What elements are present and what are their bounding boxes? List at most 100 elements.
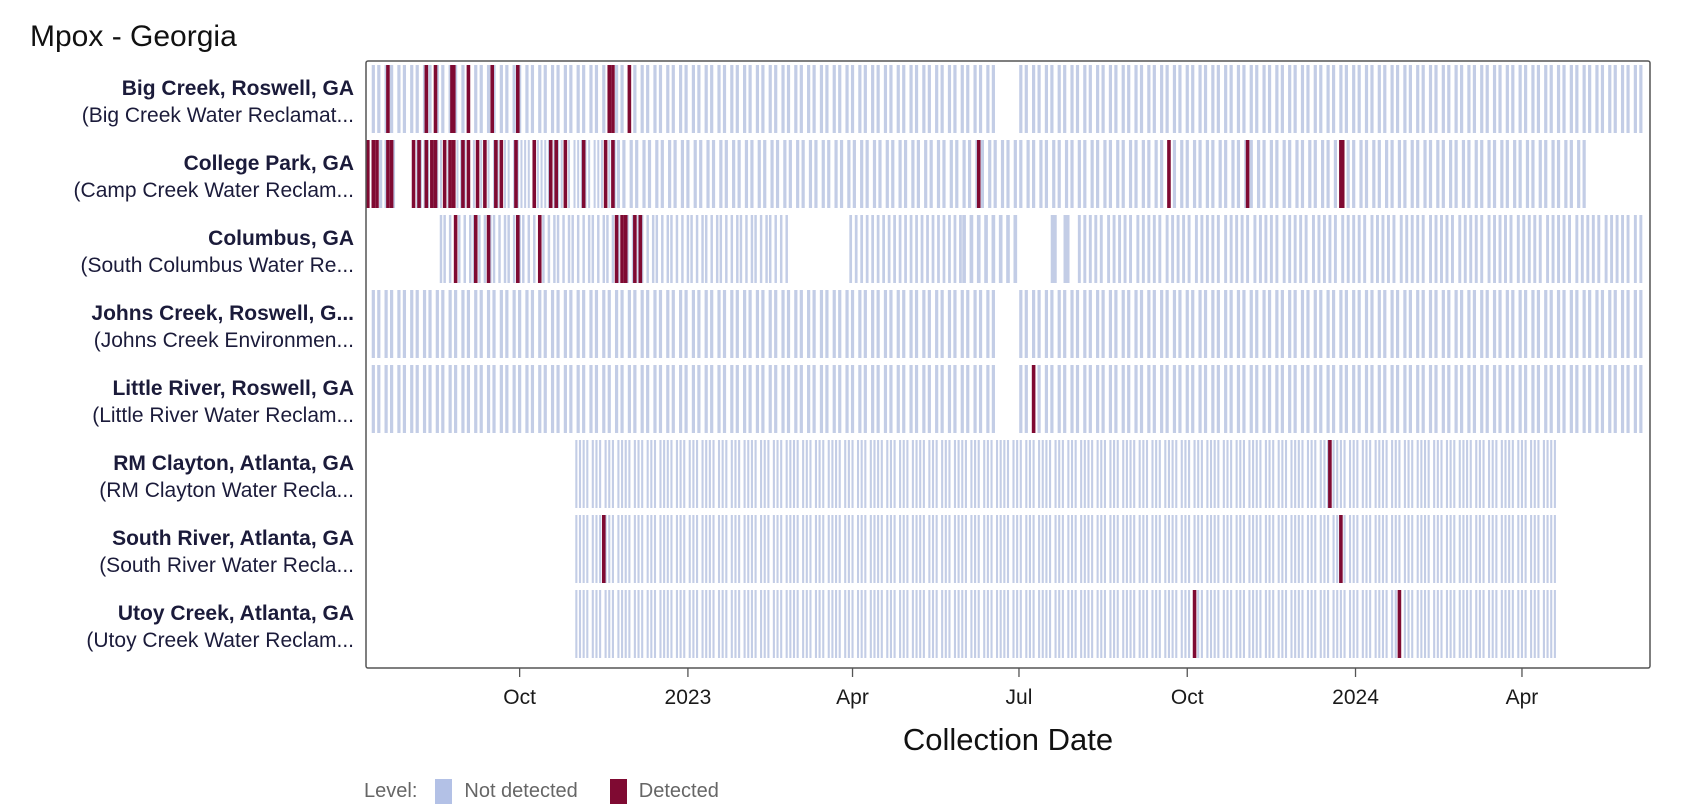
sample-bar-not-detected [1118, 215, 1122, 283]
sample-bar-not-detected [563, 290, 567, 358]
sample-bar-not-detected [556, 290, 560, 358]
sample-bar-not-detected [1466, 440, 1469, 508]
sample-bar-not-detected [575, 515, 578, 583]
sample-bar-not-detected [838, 365, 842, 433]
site-name-label: Johns Creek, Roswell, G... [91, 302, 354, 325]
sample-bar-not-detected [1429, 215, 1432, 283]
site-row [575, 440, 1556, 508]
sample-bar-not-detected [1019, 290, 1023, 358]
sample-bar-not-detected [730, 440, 733, 508]
sample-bar-not-detected [1608, 365, 1612, 433]
sample-bar-not-detected [886, 440, 889, 508]
sample-bar-not-detected [697, 290, 701, 358]
sample-bar-not-detected [1549, 65, 1553, 133]
sample-bar-not-detected [768, 290, 772, 358]
sample-bar-not-detected [761, 290, 765, 358]
sample-bar-not-detected [1408, 65, 1412, 133]
sample-bar-not-detected [626, 215, 629, 283]
sample-bar-not-detected [1364, 65, 1369, 133]
sample-bar-not-detected [1428, 140, 1433, 208]
sample-bar-not-detected [1467, 140, 1471, 208]
legend-label-detected: Detected [638, 779, 719, 802]
sample-bar-not-detected [633, 440, 636, 508]
sample-bar-not-detected [1096, 365, 1100, 433]
sample-bar-detected [532, 140, 537, 208]
sample-bar-not-detected [588, 140, 591, 208]
sample-bar-not-detected [646, 590, 649, 658]
sample-bar-not-detected [1447, 365, 1451, 433]
sample-bar-not-detected [1160, 65, 1164, 133]
sample-bar-not-detected [533, 215, 536, 283]
sample-bar-not-detected [646, 290, 650, 358]
sample-bar-not-detected [1194, 215, 1198, 283]
sample-bar-not-detected [1533, 515, 1536, 583]
sample-bar-not-detected [960, 365, 964, 433]
sample-bar-detected [623, 215, 628, 283]
sample-bar-not-detected [737, 140, 741, 208]
sample-bar-not-detected [776, 440, 779, 508]
sample-bar-not-detected [755, 65, 760, 133]
sample-bar-not-detected [563, 65, 567, 133]
x-tick-label: Apr [836, 686, 869, 709]
sample-bar-not-detected [757, 140, 761, 208]
site-row [575, 590, 1556, 658]
sample-bar-not-detected [384, 65, 388, 133]
sample-bar-not-detected [699, 140, 703, 208]
sample-bar-not-detected [1556, 290, 1561, 358]
sample-bar-not-detected [1639, 290, 1643, 358]
site-facility-label: (Big Creek Water Reclamat... [82, 104, 354, 127]
sample-bar-not-detected [831, 440, 834, 508]
sample-bar-not-detected [896, 365, 900, 433]
sample-bar-not-detected [668, 140, 672, 208]
sample-bar-not-detected [1239, 515, 1242, 583]
sample-bar-not-detected [536, 140, 539, 208]
sample-bar-not-detected [1524, 440, 1527, 508]
sample-bar-not-detected [1492, 365, 1497, 433]
sample-bar-not-detected [889, 440, 892, 508]
sample-bar-not-detected [920, 215, 924, 283]
sample-bar-not-detected [593, 140, 596, 208]
sample-bar-not-detected [1575, 215, 1579, 283]
sample-bar-not-detected [659, 440, 662, 508]
sample-bar-detected [451, 65, 456, 133]
sample-bar-not-detected [1235, 515, 1238, 583]
sample-bar-not-detected [624, 590, 627, 658]
sample-bar-not-detected [856, 440, 860, 508]
sample-bar-not-detected [1323, 590, 1326, 658]
sample-bar-detected [490, 65, 495, 133]
sample-bar-not-detected [1546, 215, 1550, 283]
sample-bar-not-detected [1524, 590, 1527, 658]
sample-bar-not-detected [1633, 65, 1637, 133]
sample-bar-not-detected [447, 140, 450, 208]
sample-bar-not-detected [1127, 65, 1131, 133]
sample-bar-not-detected [1211, 140, 1215, 208]
sample-bar-not-detected [402, 365, 407, 433]
sample-bar-not-detected [1253, 215, 1257, 283]
sample-bar-not-detected [550, 365, 555, 433]
sample-bar-not-detected [556, 215, 560, 283]
sample-bar-not-detected [1229, 65, 1233, 133]
sample-bar-not-detected [832, 290, 836, 358]
sample-bar-not-detected [436, 140, 439, 208]
sample-bar-not-detected [940, 290, 944, 358]
sample-bar-not-detected [1003, 440, 1006, 508]
sample-bar-not-detected [1527, 215, 1531, 283]
sample-bar-not-detected [1100, 515, 1103, 583]
sample-bar-not-detected [880, 590, 883, 658]
sample-layer [366, 65, 1643, 658]
sample-bar-not-detected [1313, 290, 1317, 358]
site-row [371, 65, 1643, 133]
sample-bar-not-detected [1454, 140, 1458, 208]
sample-bar-detected [448, 140, 452, 208]
sample-bar-detected [453, 215, 458, 283]
sample-bar-not-detected [595, 515, 598, 583]
sample-bar-not-detected [658, 365, 663, 433]
sample-bar-not-detected [1487, 440, 1491, 508]
sample-bar-not-detected [658, 65, 663, 133]
sample-bar-not-detected [873, 440, 876, 508]
sample-bar-not-detected [1063, 215, 1070, 283]
sample-bar-not-detected [463, 140, 466, 208]
sample-bar-not-detected [863, 365, 867, 433]
sample-bar-not-detected [977, 440, 980, 508]
sample-bar-not-detected [1445, 215, 1449, 283]
